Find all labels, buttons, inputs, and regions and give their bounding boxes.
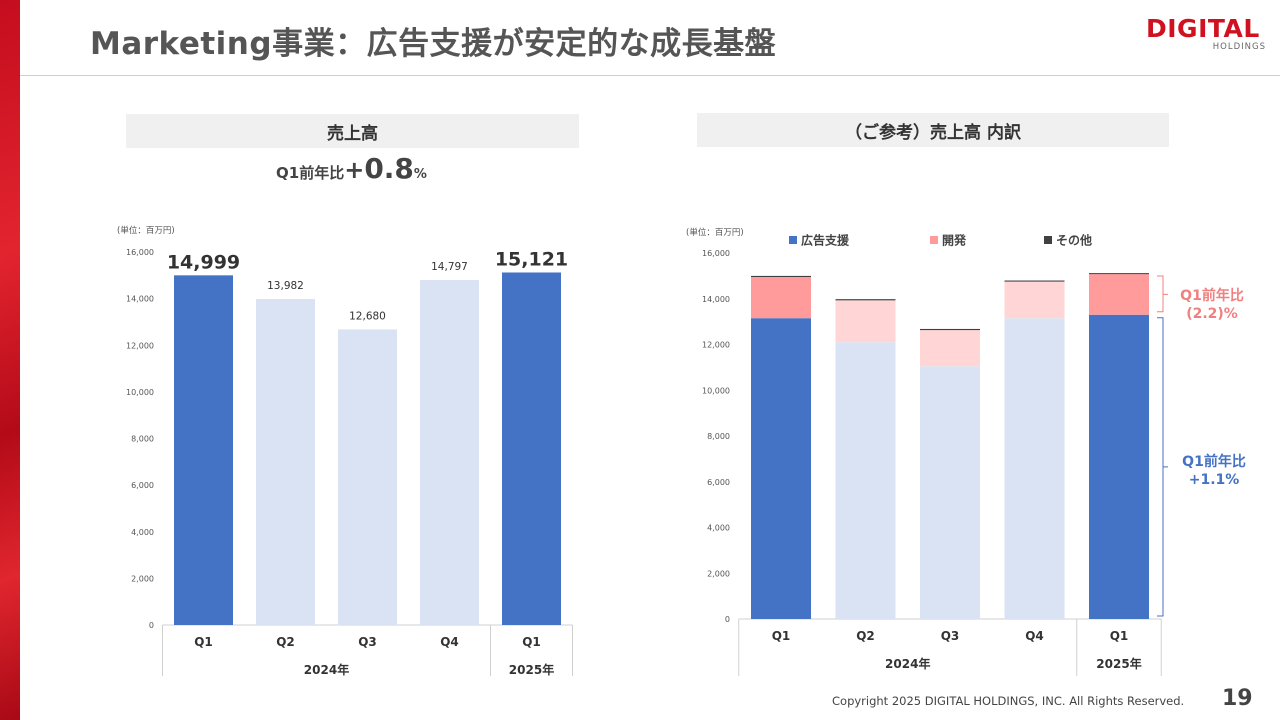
legend-swatch-development	[930, 236, 938, 244]
breakdown-y-tick-label: 10,000	[702, 386, 730, 395]
revenue-y-tick-label: 2,000	[131, 574, 154, 583]
breakdown-bar-development	[920, 330, 980, 367]
breakdown-bar-development	[1004, 281, 1065, 319]
legend-swatch-other	[1044, 236, 1052, 244]
dev-yoy-value: (2.2)%	[1186, 306, 1238, 322]
breakdown-bar-other	[1004, 280, 1065, 282]
revenue-y-tick-label: 0	[149, 621, 154, 630]
breakdown-category-label: Q1	[772, 629, 791, 643]
breakdown-group-label: 2024年	[885, 656, 930, 671]
revenue-category-label: Q2	[276, 635, 295, 649]
revenue-group-label: 2024年	[304, 662, 349, 677]
revenue-value-label: 12,680	[349, 310, 386, 322]
breakdown-y-tick-label: 2,000	[707, 569, 730, 578]
revenue-category-label: Q3	[358, 635, 377, 649]
dev-bracket	[1157, 275, 1168, 313]
breakdown-bar-ad-support	[1004, 318, 1065, 619]
revenue-y-tick-label: 10,000	[126, 388, 154, 397]
revenue-category-label: Q1	[194, 635, 213, 649]
breakdown-bar-development	[1089, 274, 1149, 315]
ad-yoy-value: +1.1%	[1188, 472, 1240, 488]
page-number: 19	[1222, 686, 1253, 711]
revenue-bar	[338, 329, 397, 625]
breakdown-y-tick-label: 16,000	[702, 249, 730, 258]
revenue-category-label: Q1	[522, 635, 541, 649]
breakdown-unit-label: (単位：百万円)	[686, 227, 744, 238]
revenue-bar	[502, 272, 561, 625]
breakdown-panel-header: （ご参考）売上高 内訳	[697, 113, 1169, 147]
breakdown-y-tick-label: 14,000	[702, 295, 730, 304]
ad-yoy-label: Q1前年比	[1182, 454, 1246, 470]
dev-yoy-annotation: Q1前年比 (2.2)%	[1172, 287, 1252, 323]
revenue-value-label: 14,797	[431, 261, 468, 273]
company-logo: DIGITAL HOLDINGS	[1146, 14, 1268, 56]
revenue-bar	[256, 299, 315, 625]
revenue-panel-header: 売上高	[126, 114, 579, 148]
breakdown-category-label: Q3	[941, 629, 960, 643]
breakdown-category-label: Q1	[1110, 629, 1129, 643]
breakdown-bar-ad-support	[835, 342, 896, 619]
revenue-y-tick-label: 8,000	[131, 435, 154, 444]
breakdown-y-tick-label: 0	[725, 615, 730, 624]
revenue-value-label: 15,121	[495, 248, 568, 270]
revenue-bar	[420, 280, 479, 625]
dev-yoy-label: Q1前年比	[1180, 288, 1244, 304]
breakdown-bar-ad-support	[1089, 314, 1149, 619]
breakdown-bar-other	[1089, 273, 1149, 275]
breakdown-y-tick-label: 12,000	[702, 341, 730, 350]
revenue-y-tick-label: 6,000	[131, 481, 154, 490]
revenue-value-label: 14,999	[167, 251, 240, 273]
growth-prefix: Q1前年比	[276, 164, 345, 182]
revenue-bar	[174, 275, 233, 625]
revenue-y-tick-label: 16,000	[126, 248, 154, 257]
breakdown-bar-ad-support	[751, 318, 811, 619]
breakdown-group-label: 2025年	[1096, 656, 1141, 671]
breakdown-bar-ad-support	[920, 366, 980, 619]
breakdown-y-tick-label: 4,000	[707, 524, 730, 533]
revenue-y-tick-label: 14,000	[126, 295, 154, 304]
copyright-text: Copyright 2025 DIGITAL HOLDINGS, INC. Al…	[832, 694, 1185, 708]
legend-label-development: 開発	[942, 233, 967, 248]
breakdown-y-tick-label: 6,000	[707, 478, 730, 487]
revenue-y-tick-label: 4,000	[131, 528, 154, 537]
revenue-y-tick-label: 12,000	[126, 341, 154, 350]
growth-value: 0.8	[364, 152, 414, 185]
revenue-category-label: Q4	[440, 635, 459, 649]
title-divider	[20, 75, 1280, 76]
breakdown-bar-other	[835, 299, 896, 301]
breakdown-bar-development	[751, 277, 811, 319]
breakdown-bar-other	[751, 275, 811, 278]
logo-text: DIGITAL	[1146, 14, 1260, 43]
revenue-growth-text: Q1前年比+0.8%	[276, 152, 427, 185]
decorative-red-strip	[0, 0, 20, 720]
growth-sign: +	[344, 156, 365, 184]
breakdown-bar-other	[920, 328, 980, 331]
breakdown-category-label: Q4	[1025, 629, 1044, 643]
ad-yoy-annotation: Q1前年比 +1.1%	[1174, 453, 1254, 489]
revenue-value-label: 13,982	[267, 280, 304, 292]
breakdown-category-label: Q2	[856, 629, 875, 643]
growth-unit: %	[413, 167, 427, 182]
legend-label-other: その他	[1056, 233, 1092, 248]
breakdown-y-tick-label: 8,000	[707, 432, 730, 441]
page-title: Marketing事業：広告支援が安定的な成長基盤	[90, 26, 777, 62]
breakdown-bar-development	[835, 300, 896, 343]
revenue-group-label: 2025年	[509, 662, 554, 677]
revenue-unit-label: (単位：百万円)	[117, 225, 175, 236]
legend-swatch-ad-support	[789, 236, 797, 244]
logo-subtext: HOLDINGS	[1212, 42, 1266, 52]
ad-bracket	[1157, 317, 1168, 617]
legend-label-ad-support: 広告支援	[801, 233, 850, 248]
